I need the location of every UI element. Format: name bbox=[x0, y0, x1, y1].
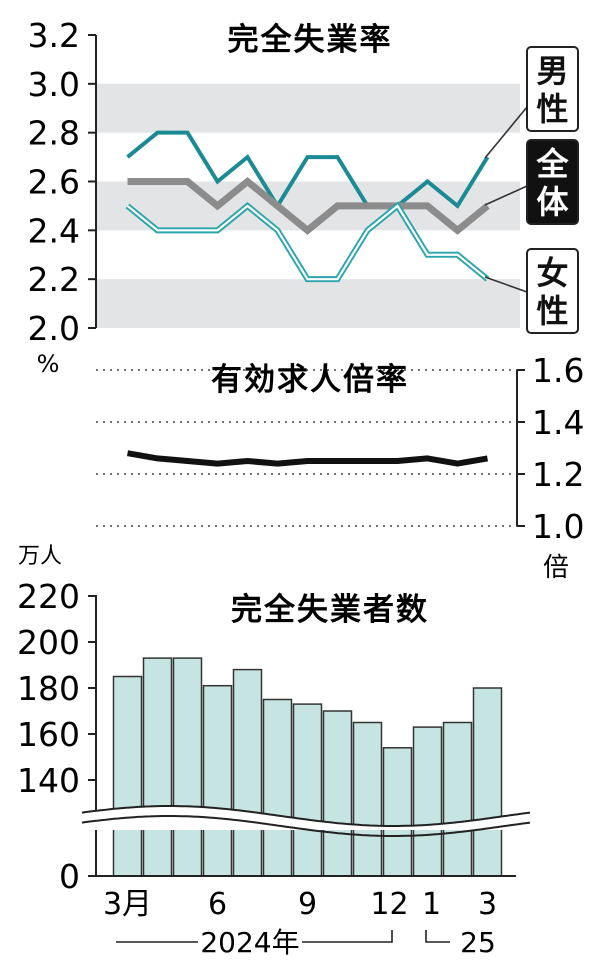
shaded-band bbox=[97, 279, 520, 328]
year-labels: 2024年 25 bbox=[116, 926, 496, 959]
legend-male-label: 性 bbox=[536, 90, 568, 128]
x-tick-label: 9 bbox=[298, 887, 317, 922]
job-ratio-chart: 1.6 1.4 1.2 1.0 有効求人倍率 倍 bbox=[96, 351, 584, 583]
shaded-band bbox=[97, 83, 520, 133]
shaded-bands bbox=[97, 83, 520, 328]
unemployed-count-chart: 万人 220 200 180 160 140 0 完全失業者数 bbox=[17, 544, 531, 896]
legend-total-box bbox=[526, 139, 579, 225]
x-tick-label: 3 bbox=[478, 887, 497, 922]
legend-total-label: 体 bbox=[536, 183, 568, 221]
series-lines bbox=[126, 450, 489, 467]
y-tick-labels: 3.2 3.0 2.8 2.6 2.4 2.2 2.0 bbox=[28, 16, 96, 348]
legend-total-label: 全 bbox=[535, 145, 569, 183]
legend-male-leader bbox=[484, 106, 528, 159]
y-tick-label: 2.4 bbox=[28, 211, 80, 250]
bar bbox=[232, 668, 263, 877]
bar bbox=[472, 687, 503, 877]
y-tick-label: 1.0 bbox=[532, 507, 584, 546]
y-tick-label: 180 bbox=[17, 669, 80, 708]
bar bbox=[172, 657, 203, 877]
bar bbox=[262, 698, 293, 877]
legend-female-box bbox=[526, 248, 579, 334]
y-tick-label: 140 bbox=[17, 761, 80, 800]
year-label: 25 bbox=[460, 926, 496, 959]
legend-female-label: 女 bbox=[536, 254, 568, 292]
y-tick-label: 220 bbox=[17, 577, 80, 616]
unit-label: 万人 bbox=[18, 544, 62, 569]
series-line-female-inner bbox=[126, 204, 489, 281]
y-tick-label: 0 bbox=[59, 857, 80, 896]
bar bbox=[292, 703, 323, 877]
series-lines bbox=[125, 130, 490, 283]
axis-break bbox=[81, 805, 531, 837]
bar bbox=[412, 726, 443, 877]
y-tick-labels: 1.6 1.4 1.2 1.0 bbox=[517, 351, 584, 546]
bar bbox=[322, 710, 353, 877]
y-tick-label: 200 bbox=[17, 623, 80, 662]
chart-title: 有効求人倍率 bbox=[211, 362, 409, 398]
x-tick-label: 12 bbox=[370, 887, 408, 922]
bar bbox=[142, 657, 173, 877]
y-tick-label: 2.0 bbox=[28, 309, 80, 348]
bar bbox=[382, 747, 413, 877]
axis-break-gap bbox=[82, 806, 530, 830]
chart-title: 完全失業者数 bbox=[231, 592, 429, 628]
x-tick-label: 1 bbox=[422, 887, 441, 922]
legend-male-label: 男 bbox=[536, 52, 568, 90]
y-tick-label: 3.0 bbox=[28, 65, 80, 104]
y-tick-label: 2.8 bbox=[28, 114, 80, 153]
bar bbox=[202, 684, 233, 877]
gridlines bbox=[96, 369, 517, 527]
axis-break-line bbox=[81, 805, 531, 827]
series-line-total bbox=[127, 176, 490, 235]
legend-total-leader bbox=[484, 185, 528, 206]
legend-female-leader bbox=[484, 276, 528, 293]
bars bbox=[112, 657, 503, 877]
y-tick-label: 2.6 bbox=[28, 163, 80, 202]
y-tick-labels: 220 200 180 160 140 0 bbox=[17, 577, 96, 896]
y-tick-label: 160 bbox=[17, 715, 80, 754]
bar bbox=[352, 721, 383, 877]
legend-female-label: 性 bbox=[536, 292, 568, 330]
y-tick-label: 2.2 bbox=[28, 260, 80, 299]
x-tick-label: 6 bbox=[208, 887, 227, 922]
series-line-job-ratio bbox=[126, 450, 489, 467]
unit-label: 倍 bbox=[543, 553, 569, 583]
axis-break-line bbox=[81, 815, 531, 837]
unit-label: % bbox=[37, 350, 60, 378]
x-tick-label: 3月 bbox=[103, 887, 152, 922]
year-label: 2024年 bbox=[200, 926, 299, 959]
bar bbox=[112, 675, 143, 877]
bar bbox=[442, 721, 473, 877]
x-axis-labels: 3月 6 9 12 1 3 bbox=[103, 887, 497, 922]
series-line-male bbox=[126, 130, 490, 210]
year-bracket-line bbox=[425, 930, 450, 943]
chart-title: 完全失業率 bbox=[228, 22, 393, 58]
y-tick-label: 1.2 bbox=[532, 455, 584, 494]
y-tick-label: 1.6 bbox=[532, 351, 584, 390]
y-tick-label: 1.4 bbox=[532, 403, 584, 442]
year-bracket-line bbox=[302, 930, 393, 943]
y-tick-label: 3.2 bbox=[28, 16, 80, 55]
legend-male-box bbox=[526, 46, 579, 132]
